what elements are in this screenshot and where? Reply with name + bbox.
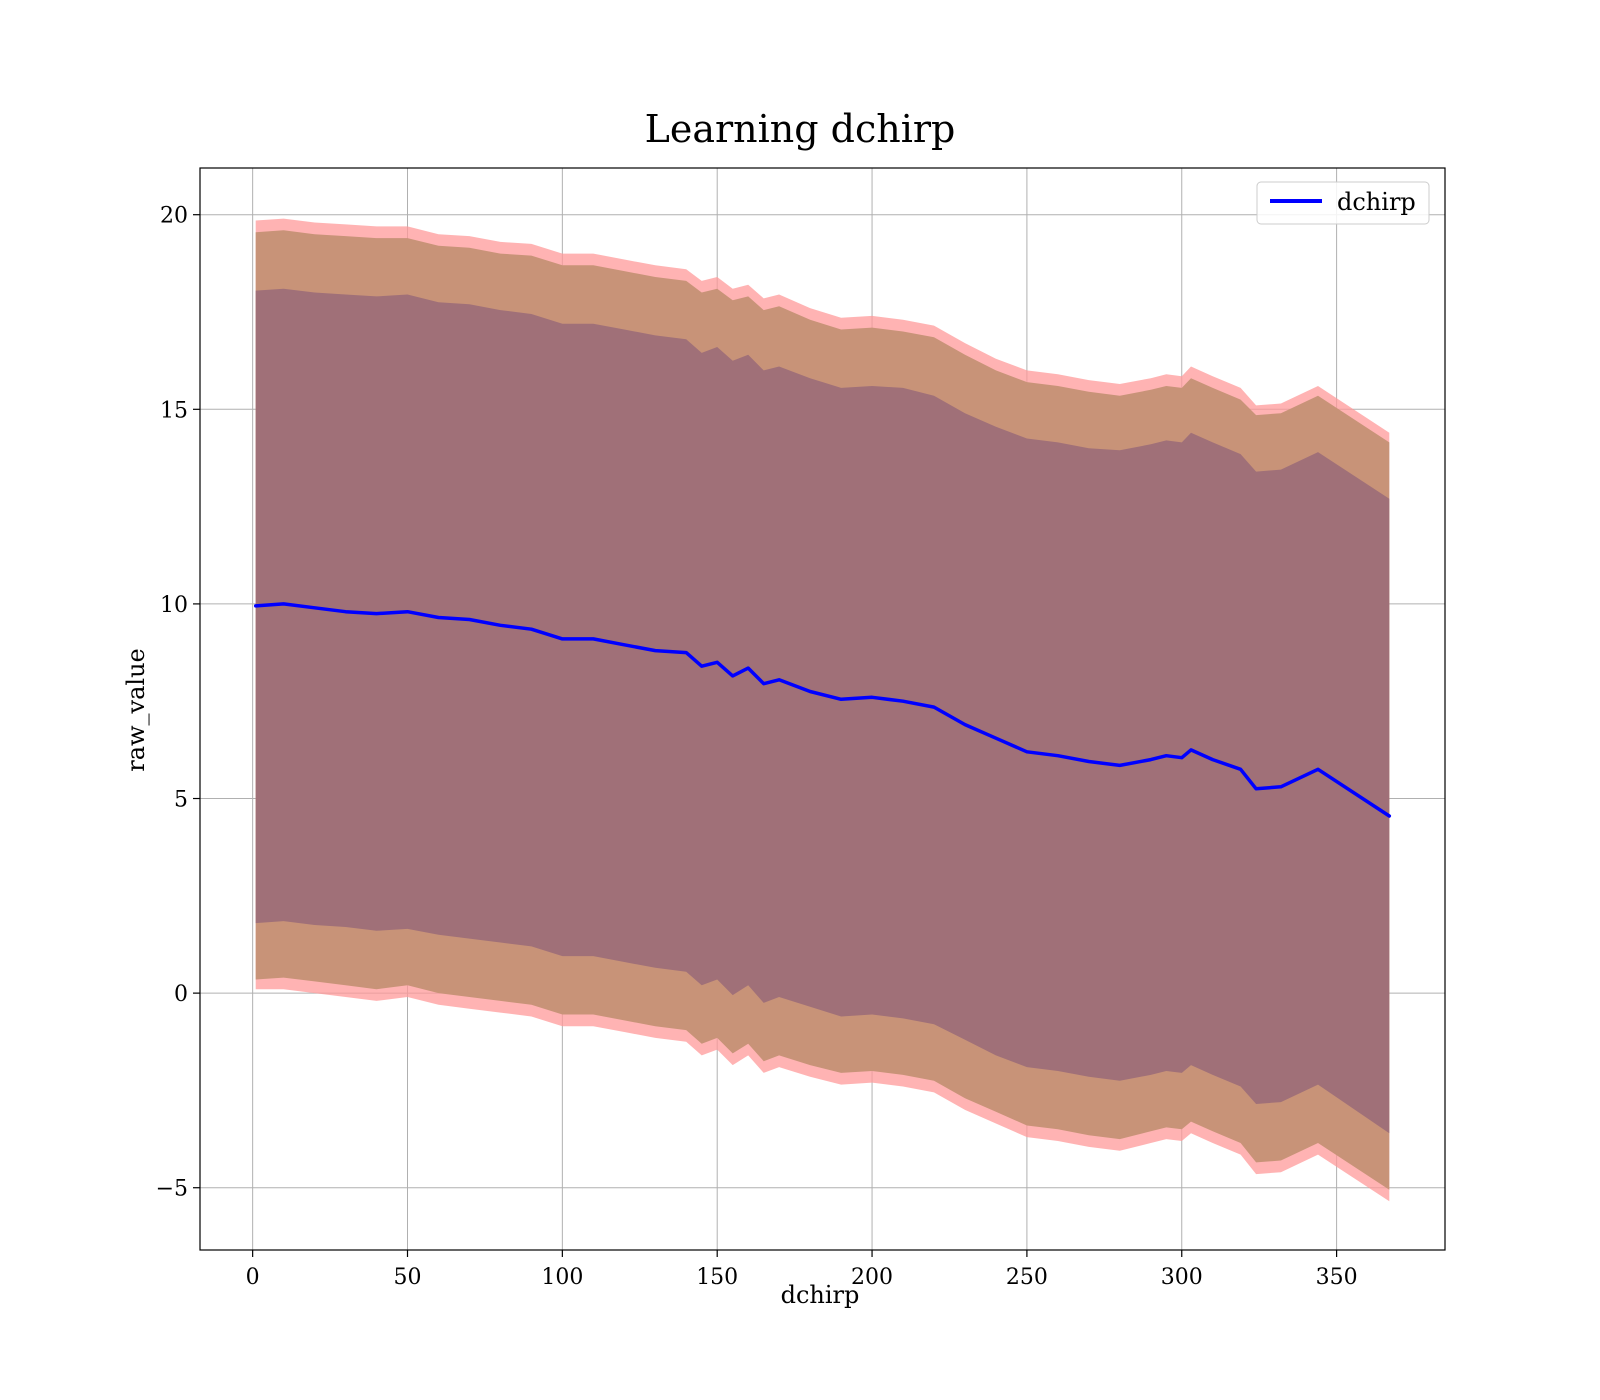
y-tick-label: 20: [160, 204, 188, 229]
x-axis-label: dchirp: [781, 1281, 860, 1309]
band-inner: [255, 288, 1390, 1134]
plot-frame: [199, 167, 1446, 1251]
plot-area: [199, 167, 1446, 1251]
x-tick-label: 50: [394, 1265, 422, 1290]
y-tick-label: −5: [156, 1177, 188, 1202]
x-tick-label: 100: [541, 1265, 583, 1290]
x-tick-label: 350: [1316, 1265, 1358, 1290]
x-tick-label: 200: [851, 1265, 893, 1290]
x-tick-label: 0: [246, 1265, 260, 1290]
y-axis: −5 0 5 10 15 20: [156, 204, 200, 1202]
x-axis: 0 50 100 150 200 250 300 350: [246, 1250, 1358, 1290]
chart-title: Learning dchirp: [645, 107, 956, 151]
series-lines: [253, 602, 1392, 818]
y-tick-label: 0: [174, 982, 188, 1007]
y-tick-label: 15: [160, 398, 188, 423]
series-line-dchirp: [253, 602, 1392, 818]
legend-box: [1256, 181, 1430, 225]
legend: dchirp: [1256, 181, 1430, 225]
x-tick-label: 300: [1161, 1265, 1203, 1290]
y-tick-label: 10: [160, 593, 188, 618]
x-tick-label: 150: [696, 1265, 738, 1290]
y-tick-label: 5: [174, 788, 188, 813]
legend-label-dchirp: dchirp: [1337, 188, 1416, 216]
x-tick-label: 250: [1006, 1265, 1048, 1290]
confidence-bands: [255, 218, 1390, 1202]
y-axis-label: raw_value: [122, 648, 150, 772]
